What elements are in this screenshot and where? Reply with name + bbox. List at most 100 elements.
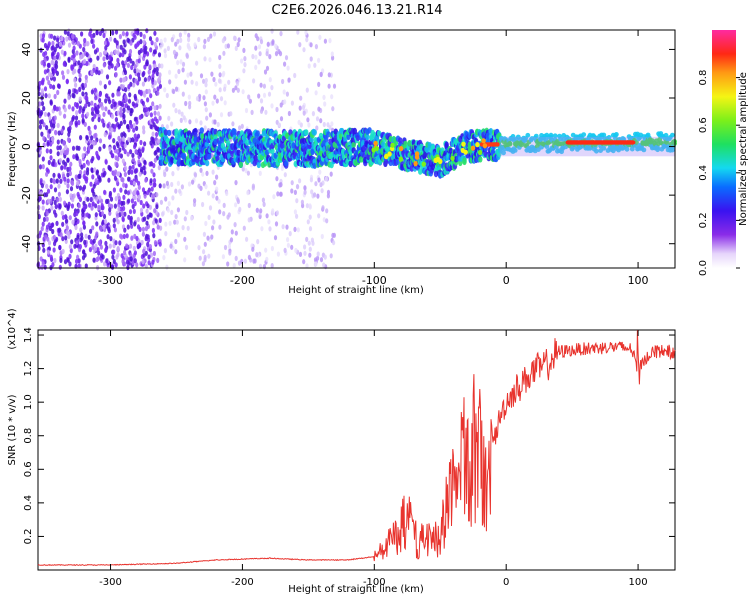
spectrogram-cell [185, 209, 189, 216]
spectrogram-cell [258, 170, 262, 176]
spectrogram-cell [153, 208, 157, 214]
spectrogram-cell [153, 105, 157, 111]
spectrogram-cell [65, 225, 69, 231]
spectrogram-cell [254, 33, 258, 39]
spectrogram-cell [66, 172, 70, 178]
spectrogram-cell [112, 187, 116, 193]
spectrogram-cell [327, 72, 331, 78]
spectrogram-cell [73, 101, 78, 108]
spectrogram-cell [61, 74, 66, 80]
spectrogram-cell [175, 219, 179, 225]
spectrogram-cell [234, 85, 238, 91]
spectrogram-cell [91, 244, 95, 250]
spectrogram-cell [373, 140, 378, 146]
spectrogram-cell [153, 240, 158, 246]
spectrogram-cell [322, 94, 326, 100]
spectrogram-cell [41, 199, 45, 205]
spectrogram-cell [151, 79, 155, 85]
spectrogram-cell [127, 137, 131, 143]
spectrogram-cell [143, 159, 147, 165]
spectrogram-cell [163, 248, 167, 254]
spectrogram-cell [165, 166, 169, 172]
spectrogram-cell [40, 264, 44, 270]
spectrogram-cell [435, 156, 440, 162]
spectrogram-cell [218, 224, 222, 230]
spectrogram-cell [118, 240, 122, 246]
spectrogram-cell [149, 112, 153, 118]
spectrogram-cell [109, 36, 113, 42]
spectrogram-cell [114, 240, 118, 246]
spectrogram-cell [66, 257, 70, 263]
spectrogram-cell [71, 145, 76, 151]
spectrogram-cell [153, 150, 157, 156]
spectrogram-cell [121, 177, 125, 183]
spectrogram-cell [75, 258, 79, 264]
spectrogram-cell [101, 254, 105, 260]
spectrogram-cell [152, 233, 156, 239]
spectrogram-cell [151, 227, 155, 234]
spectrogram-cell [308, 252, 312, 258]
spectrogram-cell [348, 160, 353, 168]
spectrogram-cell [78, 244, 82, 250]
spectrogram-cell [237, 37, 241, 43]
spectrogram-cell [294, 247, 298, 254]
spectrogram-cell [60, 49, 64, 55]
snr-y-tick-label: 1.4 [23, 327, 34, 343]
spectrogram-cell [102, 122, 106, 128]
spectrogram-cell [148, 244, 152, 250]
spectrogram-cell [132, 208, 136, 214]
spectrogram-cell [130, 169, 134, 175]
spectrogram-cell [141, 187, 146, 193]
spectrogram-cell [100, 68, 104, 75]
spectrogram-frame [37, 29, 676, 269]
spectrogram-cell [58, 203, 62, 210]
spectrogram-cell [158, 72, 162, 78]
spectrogram-cell [42, 247, 46, 253]
spectrogram-cell [148, 212, 152, 218]
spectrogram-cell [284, 55, 289, 61]
spectrogram-cell [93, 167, 97, 173]
spectrogram-cell [71, 106, 75, 112]
spectrogram-cell [98, 52, 103, 58]
spectrogram-cell [92, 183, 96, 189]
spectrogram-cell [275, 176, 279, 182]
spectrogram-cell [227, 212, 231, 218]
spectrogram-cell [143, 77, 147, 83]
spectrogram-cell [131, 60, 135, 66]
spectrogram-cell [97, 204, 101, 210]
spectrogram-cell [129, 111, 133, 117]
spectrogram-cell [56, 52, 60, 58]
spectrogram-cell [128, 92, 132, 98]
spectrogram-cell [68, 253, 72, 259]
spectrogram-cell [82, 162, 86, 169]
spectrogram-cell [147, 76, 151, 82]
spectrogram-cell [158, 115, 162, 121]
spectrogram-cell [123, 249, 127, 256]
spectrogram-cell [328, 125, 332, 131]
spectrogram-cell [106, 234, 110, 240]
spectrogram-cell [113, 227, 117, 233]
spectrogram-cell [240, 123, 244, 129]
spectrogram-cell [241, 89, 245, 95]
spectrogram-cell [92, 43, 96, 49]
spectrogram-cell [143, 216, 147, 222]
spectrogram-cell [116, 57, 120, 64]
spectrogram-cell [126, 62, 130, 68]
spectrogram-cell [171, 171, 175, 177]
spectrogram-cell [129, 123, 134, 129]
spectrogram-cell [236, 87, 240, 93]
spectrogram-cell [163, 48, 167, 54]
spectrogram-cell [74, 115, 79, 121]
spectrogram-cell [117, 206, 121, 212]
spectrogram-cell [95, 196, 99, 202]
spectrogram-cell [96, 153, 100, 159]
spectrogram-cell [319, 182, 323, 188]
spectrogram-cell [186, 44, 190, 50]
spectrogram-cell [212, 76, 216, 83]
spectrogram-cell [84, 263, 88, 269]
spectrogram-cell [332, 83, 337, 89]
spectrogram-cell [82, 224, 86, 230]
spectrogram-cell [137, 76, 141, 82]
spectrogram-cell [259, 208, 263, 214]
spectrogram-cell [40, 226, 44, 232]
